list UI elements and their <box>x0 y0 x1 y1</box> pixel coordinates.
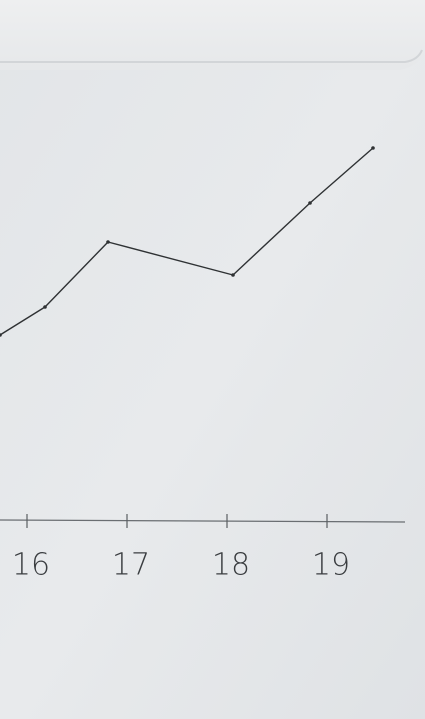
x-tick-label: 18 <box>212 548 250 583</box>
data-point <box>308 201 312 205</box>
page: {"chart_data": {"type": "line", "x": [15… <box>0 0 425 719</box>
data-point <box>371 146 375 150</box>
x-tick-label: 17 <box>112 548 150 583</box>
data-point <box>106 240 110 244</box>
x-tick-label: 19 <box>312 548 350 583</box>
data-point <box>43 305 47 309</box>
data-point <box>231 273 235 277</box>
x-tick-label: 16 <box>12 548 50 583</box>
paper-flap <box>0 0 425 70</box>
paper <box>0 0 425 719</box>
chart: 16 17 18 19 <box>0 0 425 719</box>
